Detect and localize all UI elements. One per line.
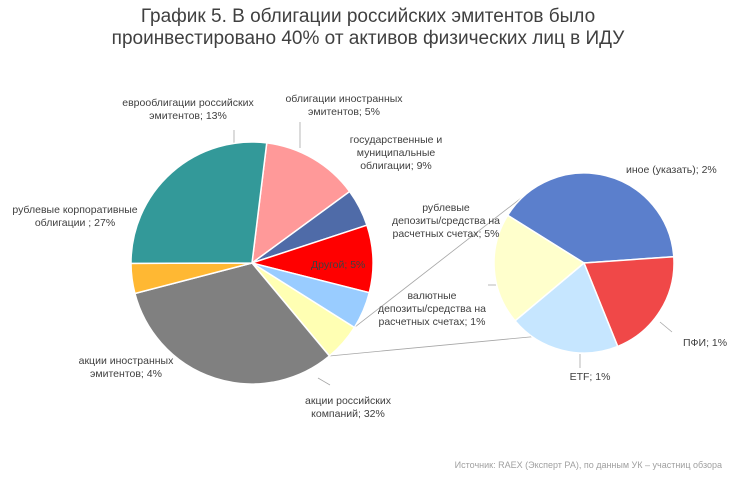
label-line: иное (указать); 2%: [626, 164, 717, 176]
label-line: еврооблигации российских: [122, 97, 254, 109]
label-пфи: ПФИ; 1%: [683, 337, 727, 349]
label-line: государственные и: [350, 134, 443, 146]
label-line: облигации иностранных: [285, 93, 403, 105]
label-валютные-депозиты-средства-на-расчетных-счетах: валютные депозиты/средства на расчетных сч…: [378, 290, 486, 328]
label-line: рублевые: [422, 202, 470, 214]
chart-title: График 5. В облигации российских эмитент…: [0, 6, 736, 50]
label-etf: ETF; 1%: [570, 371, 611, 383]
label-облигации-иностранных-эмитентов: облигации иностранных эмитентов; 5%: [285, 93, 403, 118]
slice-пфи: [582, 255, 675, 348]
chart-title-line-1: График 5. В облигации российских эмитент…: [140, 6, 596, 27]
label-акции-иностранных-эмитентов: акции иностранных эмитентов; 4%: [79, 355, 174, 380]
label-другой: Другой; 5%: [311, 259, 365, 271]
label-государственные-и-муниципальные-облигации: государственные и муниципальные облигации;…: [350, 134, 443, 172]
label-line: валютные: [407, 290, 456, 302]
label-line: эмитентов; 13%: [149, 110, 227, 122]
label-line: эмитентов; 5%: [308, 106, 380, 118]
connector-line-bottom: [329, 336, 533, 357]
label-line: расчетных счетах; 1%: [379, 316, 486, 328]
connector-line-top: [354, 188, 533, 328]
slice-валютные-депозиты-средства-на-расчетных-счетах: [493, 214, 586, 322]
slice-акции-российских-компаний: [133, 262, 331, 385]
label-line: депозиты/средства на: [378, 303, 486, 315]
label-line: ETF; 1%: [570, 371, 611, 383]
label-line: акции российских: [305, 395, 392, 407]
label-рублевые-корпоративные-облигации: рублевые корпоративные облигации ; 27%: [12, 204, 137, 229]
label-акции-российских-компаний: акции российских компаний; 32%: [305, 395, 392, 420]
label-line: Другой; 5%: [311, 259, 365, 271]
label-line: эмитентов; 4%: [90, 368, 162, 380]
label-line: депозиты/средства на: [392, 215, 500, 227]
label-line: рублевые корпоративные: [12, 204, 137, 216]
main-pie: [130, 141, 374, 385]
label-line: акции иностранных: [79, 355, 174, 367]
slice-etf: [514, 261, 619, 354]
slice-labels: еврооблигации российских эмитентов; 13% об…: [12, 93, 727, 420]
label-line: компаний; 32%: [311, 408, 385, 420]
source-note: Источник: RAEX (Эксперт РА), по данным У…: [454, 460, 722, 470]
leader-line-акции-российских-компаний: [317, 377, 331, 386]
label-рублевые-депозиты-средства-на-расчетных-счетах: рублевые депозиты/средства на расчетных сч…: [392, 202, 500, 240]
secondary-pie: [493, 172, 675, 354]
connector-lines: [329, 188, 533, 357]
slice-еврооблигации-российских-эмитентов: [251, 142, 351, 265]
chart-title-line-2: проинвестировано 40% от активов физическ…: [111, 28, 625, 49]
label-иное-указать: иное (указать); 2%: [626, 164, 717, 176]
label-line: ПФИ; 1%: [683, 337, 727, 349]
leader-line-пфи: [659, 321, 673, 333]
label-line: муниципальные: [357, 147, 436, 159]
label-line: расчетных счетах; 5%: [393, 228, 500, 240]
label-еврооблигации-российских-эмитентов: еврооблигации российских эмитентов; 13%: [122, 97, 254, 122]
label-line: облигации ; 27%: [35, 217, 115, 229]
slice-рублевые-корпоративные-облигации: [130, 141, 268, 265]
label-line: облигации; 9%: [360, 160, 432, 172]
